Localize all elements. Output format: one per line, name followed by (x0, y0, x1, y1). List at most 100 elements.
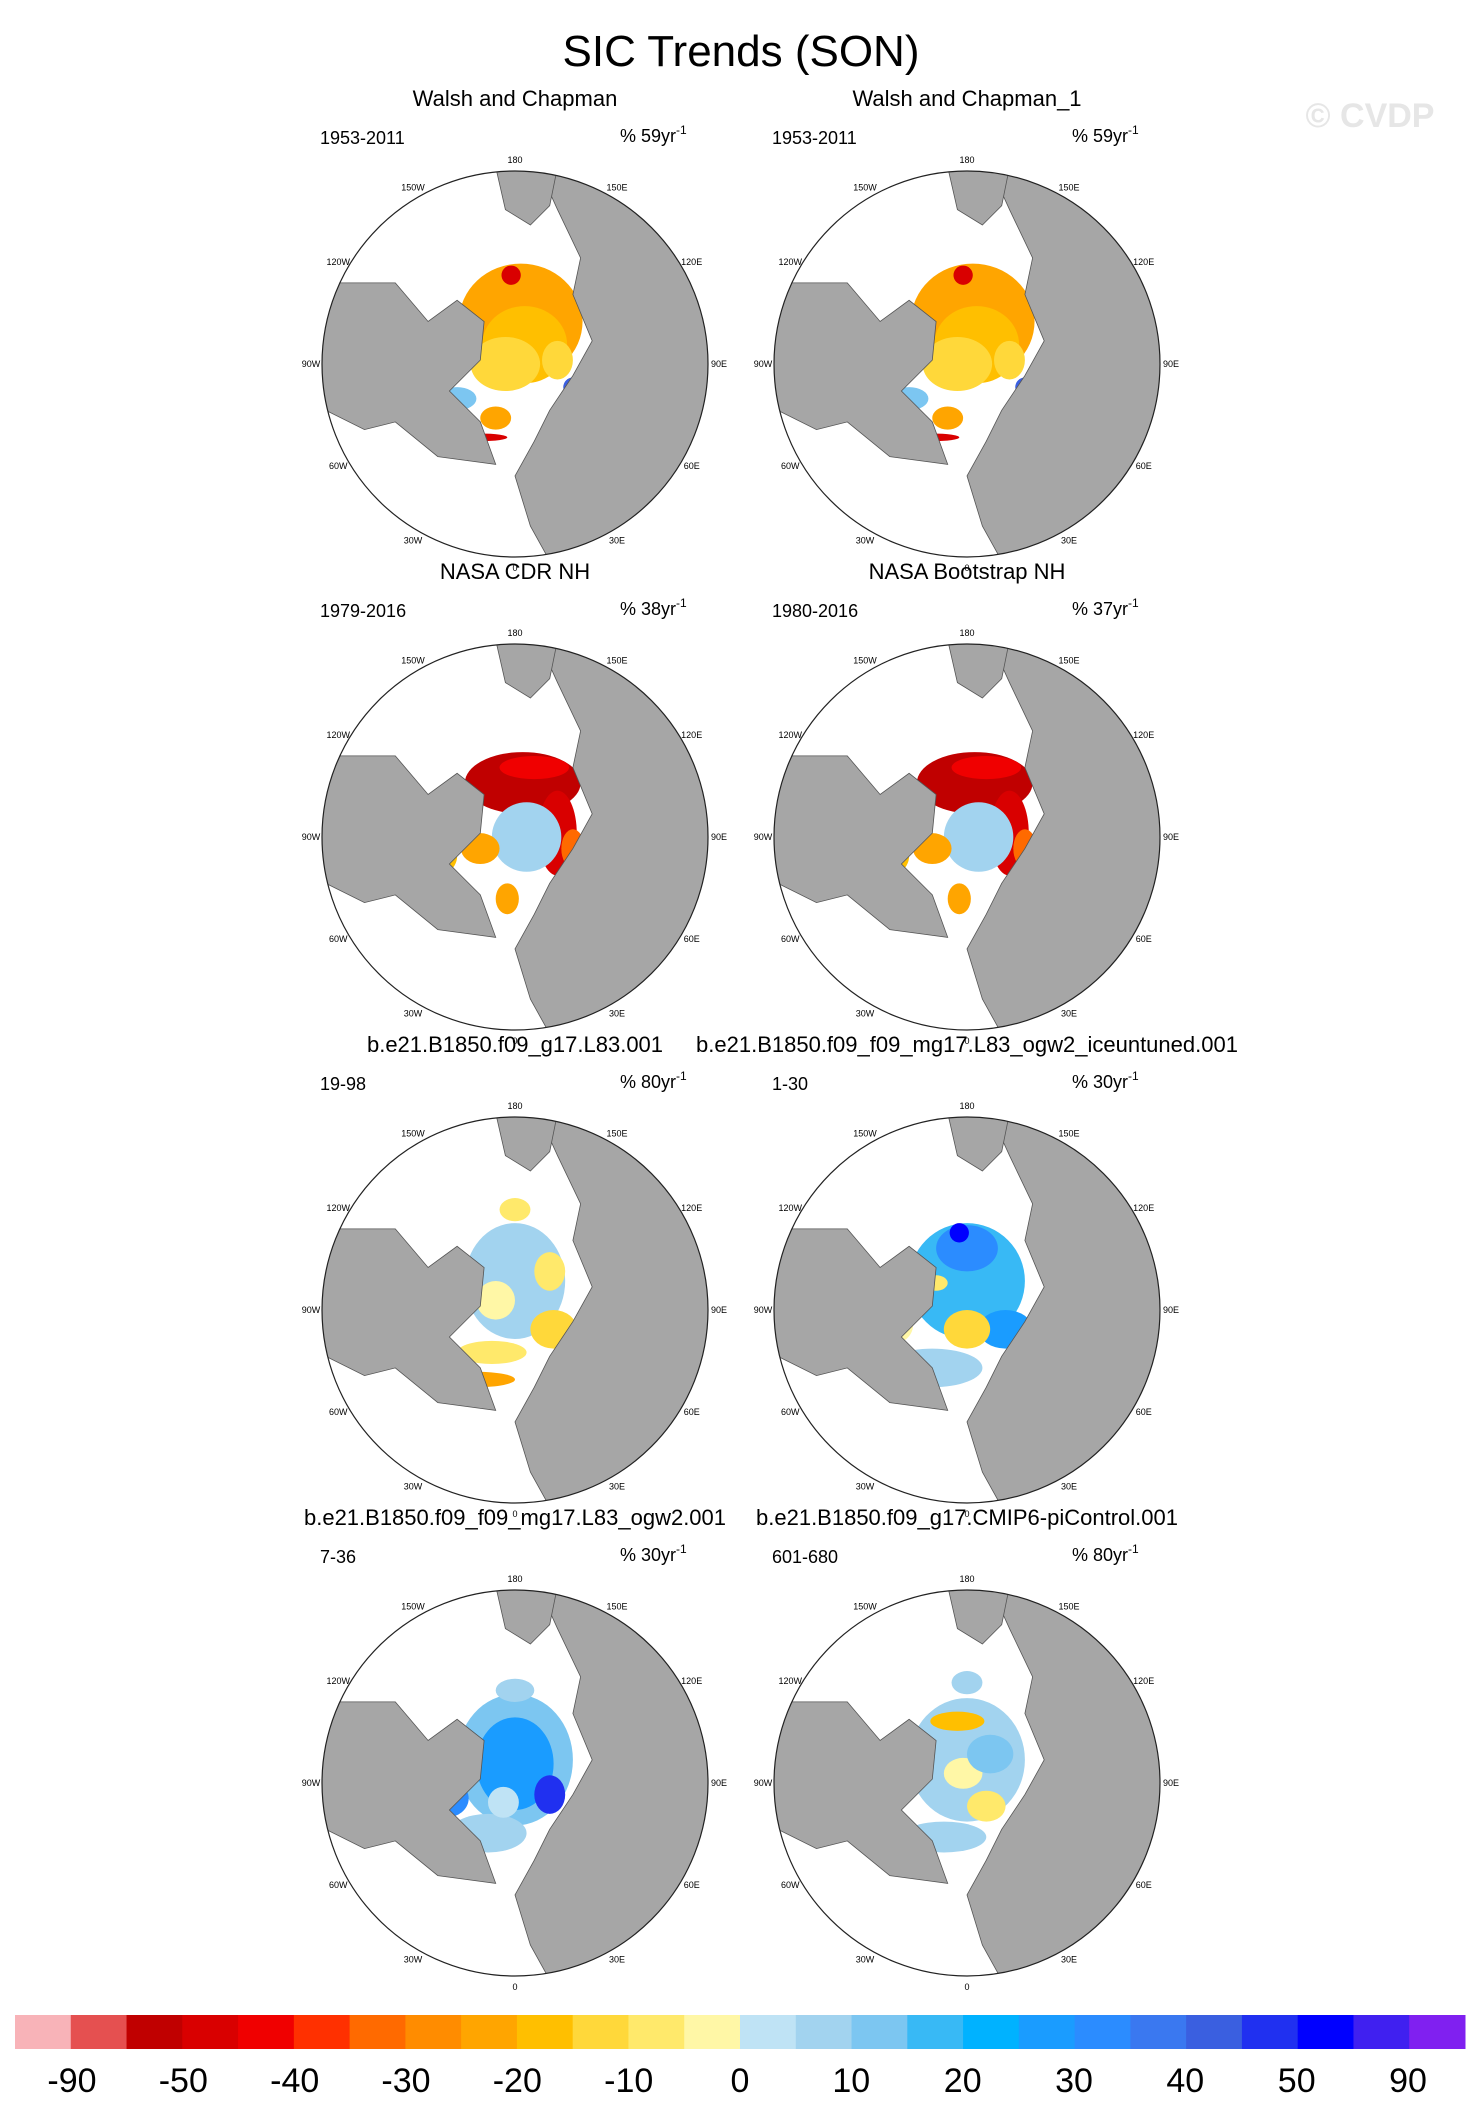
panel-years: 1953-2011 (320, 128, 405, 148)
lon-tick-label: 0 (512, 1982, 517, 1992)
map-panel: 180 150E 120E 90E 60E 30E 0 30W 60W 90W 120W 150W NA… (754, 559, 1179, 1046)
sic-trend-cell (487, 1786, 519, 1818)
colorbar-swatch (907, 2015, 964, 2049)
colorbar-swatch (461, 2015, 518, 2049)
colorbar-label: -10 (604, 2062, 653, 2100)
lon-tick-label: 120W (327, 730, 351, 740)
lon-tick-label: 90E (711, 359, 727, 369)
panel-years: 1980-2016 (772, 601, 858, 621)
watermark: © CVDP (1306, 97, 1435, 135)
colorbar-label: 90 (1389, 2062, 1427, 2100)
sic-trend-cell (949, 1223, 969, 1243)
panels: 180 150E 120E 90E 60E 30E 0 30W 60W 90W 120W 150W Wa… (302, 86, 1238, 1992)
sic-trend-cell (967, 1734, 1014, 1774)
colorbar-swatch (1409, 2015, 1466, 2049)
lon-tick-label: 120E (1133, 1203, 1154, 1213)
panel-title: b.e21.B1850.f09_g17.L83.001 (367, 1032, 663, 1057)
colorbar-swatch (349, 2015, 406, 2049)
lon-tick-label: 30W (856, 1009, 875, 1019)
sic-trend-cell (534, 1252, 566, 1291)
colorbar-label: -20 (493, 2062, 542, 2100)
land-mass (947, 171, 1010, 226)
sic-trend-cell (476, 1281, 515, 1320)
lon-tick-label: 120E (681, 1676, 702, 1686)
colorbar-swatch (293, 2015, 351, 2049)
lon-tick-label: 180 (507, 155, 522, 165)
map-border (321, 643, 709, 1031)
land-mass (947, 1117, 1010, 1172)
lon-tick-label: 0 (512, 1036, 517, 1046)
lon-tick-label: 150E (1058, 182, 1079, 192)
lon-tick-label: 90E (711, 1778, 727, 1788)
lon-tick-label: 90W (302, 1305, 321, 1315)
panel-units: % 38yr-1 (620, 596, 687, 619)
sic-trend-cell (951, 755, 1022, 780)
sic-trend-cell (495, 883, 519, 915)
colorbar-label: 40 (1166, 2062, 1204, 2100)
lon-tick-label: 90E (1163, 1305, 1179, 1315)
lon-tick-label: 30W (856, 1482, 875, 1492)
lon-tick-label: 120W (327, 1203, 351, 1213)
sic-trend-cell (930, 1711, 985, 1731)
lon-tick-label: 30E (609, 1009, 625, 1019)
lon-tick-label: 30W (856, 536, 875, 546)
lon-tick-label: 180 (959, 1574, 974, 1584)
land-mass (322, 755, 497, 938)
lon-tick-label: 30E (609, 1482, 625, 1492)
colorbar-swatch (1241, 2015, 1299, 2049)
lon-tick-label: 120E (1133, 257, 1154, 267)
panel-title: Walsh and Chapman_1 (852, 86, 1081, 111)
land-mass (774, 282, 949, 465)
colorbar-swatch (963, 2015, 1020, 2049)
panel-years: 1979-2016 (320, 601, 406, 621)
lon-tick-label: 30W (404, 1955, 423, 1965)
lon-tick-label: 60W (329, 934, 348, 944)
lon-tick-label: 60W (329, 1880, 348, 1890)
lon-tick-label: 0 (964, 1036, 969, 1046)
colorbar: -90 -50 -40 -30 -20 -10 0 10 20 30 40 50 90 (15, 2015, 1466, 2100)
lon-tick-label: 30E (1061, 1482, 1077, 1492)
colorbar-label: 10 (832, 2062, 870, 2100)
lon-tick-label: 120E (681, 257, 702, 267)
colorbar-swatch (1186, 2015, 1243, 2049)
panel-title: NASA CDR NH (440, 559, 590, 584)
lon-tick-label: 180 (959, 628, 974, 638)
lon-tick-label: 60E (684, 1880, 700, 1890)
panel-units: % 30yr-1 (1072, 1069, 1139, 1092)
lon-tick-label: 30W (404, 1482, 423, 1492)
sic-trend-cell (470, 336, 541, 392)
land-mass (947, 1590, 1010, 1645)
land-mass (514, 644, 708, 1030)
lon-tick-label: 60W (781, 1407, 800, 1417)
sic-trend-cell (480, 406, 512, 430)
lon-tick-label: 30W (404, 536, 423, 546)
lon-tick-label: 60E (684, 934, 700, 944)
lon-tick-label: 90W (754, 359, 773, 369)
lon-tick-label: 150W (853, 655, 877, 665)
map-panel: 180 150E 120E 90E 60E 30E 0 30W 60W 90W 120W 150W b.… (754, 1505, 1179, 1992)
panel-years: 19-98 (320, 1074, 366, 1094)
sic-trend-cell (947, 883, 971, 915)
land-mass (514, 171, 708, 557)
land-mass (322, 1701, 497, 1884)
panel-units: % 59yr-1 (620, 123, 687, 146)
panel-units: % 37yr-1 (1072, 596, 1139, 619)
colorbar-swatch (1130, 2015, 1187, 2049)
lon-tick-label: 90W (302, 832, 321, 842)
map-panel: 180 150E 120E 90E 60E 30E 0 30W 60W 90W 120W 150W Wa… (302, 86, 727, 573)
lon-tick-label: 120W (327, 257, 351, 267)
lon-tick-label: 0 (964, 563, 969, 573)
lon-tick-label: 90E (1163, 359, 1179, 369)
map-panel: 180 150E 120E 90E 60E 30E 0 30W 60W 90W 120W 150W b.… (696, 1032, 1238, 1519)
map-panel: 180 150E 120E 90E 60E 30E 0 30W 60W 90W 120W 150W b.… (302, 1032, 727, 1519)
colorbar-swatch (516, 2015, 574, 2049)
sic-trend-cell (943, 1310, 991, 1349)
colorbar-swatch (740, 2015, 797, 2049)
panel-years: 7-36 (320, 1547, 356, 1567)
map-border (321, 170, 709, 558)
lon-tick-label: 150W (853, 1601, 877, 1611)
sic-trend-cell (953, 265, 973, 285)
sic-trend-cell (951, 1671, 983, 1695)
sic-trend-cell (994, 340, 1025, 380)
lon-tick-label: 120E (681, 1203, 702, 1213)
